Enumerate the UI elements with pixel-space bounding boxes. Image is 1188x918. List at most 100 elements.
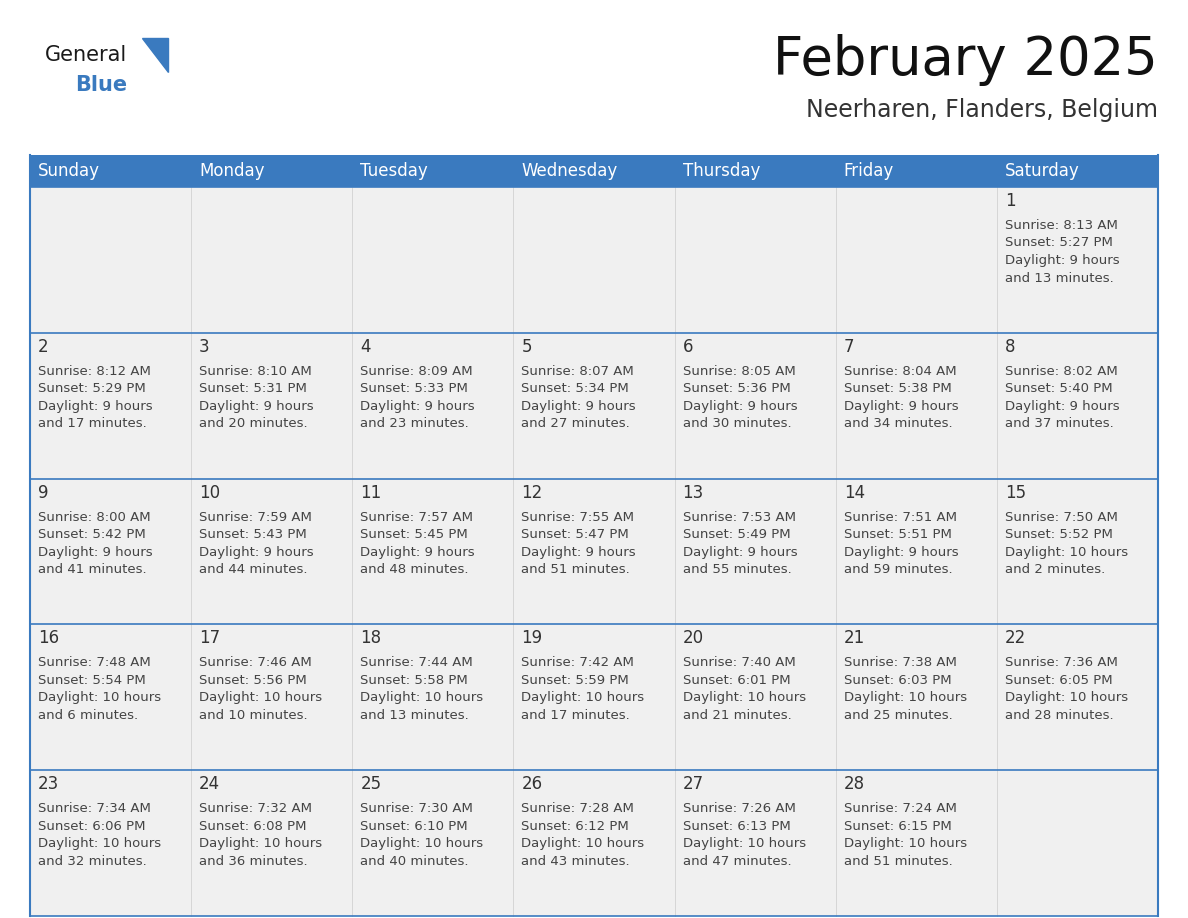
Text: Sunrise: 8:00 AM
Sunset: 5:42 PM
Daylight: 9 hours
and 41 minutes.: Sunrise: 8:00 AM Sunset: 5:42 PM Dayligh… (38, 510, 152, 577)
Text: Blue: Blue (75, 75, 127, 95)
Text: 19: 19 (522, 630, 543, 647)
Text: 8: 8 (1005, 338, 1016, 356)
Bar (513, 478, 675, 624)
Bar (353, 187, 513, 333)
Bar (353, 624, 513, 770)
Text: Saturday: Saturday (1005, 162, 1080, 180)
Text: 11: 11 (360, 484, 381, 501)
Text: Sunrise: 7:42 AM
Sunset: 5:59 PM
Daylight: 10 hours
and 17 minutes.: Sunrise: 7:42 AM Sunset: 5:59 PM Dayligh… (522, 656, 645, 722)
Text: Thursday: Thursday (683, 162, 760, 180)
Text: General: General (45, 45, 127, 65)
Bar (191, 333, 353, 478)
Text: 7: 7 (843, 338, 854, 356)
Text: Sunrise: 7:28 AM
Sunset: 6:12 PM
Daylight: 10 hours
and 43 minutes.: Sunrise: 7:28 AM Sunset: 6:12 PM Dayligh… (522, 802, 645, 868)
Text: 13: 13 (683, 484, 703, 501)
Text: Sunrise: 8:12 AM
Sunset: 5:29 PM
Daylight: 9 hours
and 17 minutes.: Sunrise: 8:12 AM Sunset: 5:29 PM Dayligh… (38, 364, 152, 431)
Bar (30, 624, 191, 770)
Bar (835, 155, 997, 187)
Bar (835, 478, 997, 624)
Text: 23: 23 (38, 775, 59, 793)
Bar (675, 770, 835, 916)
Bar (997, 770, 1158, 916)
Text: Sunday: Sunday (38, 162, 100, 180)
Text: Sunrise: 8:09 AM
Sunset: 5:33 PM
Daylight: 9 hours
and 23 minutes.: Sunrise: 8:09 AM Sunset: 5:33 PM Dayligh… (360, 364, 475, 431)
Text: 9: 9 (38, 484, 49, 501)
Bar (353, 155, 513, 187)
Text: Sunrise: 8:05 AM
Sunset: 5:36 PM
Daylight: 9 hours
and 30 minutes.: Sunrise: 8:05 AM Sunset: 5:36 PM Dayligh… (683, 364, 797, 431)
Bar (675, 478, 835, 624)
Text: 15: 15 (1005, 484, 1026, 501)
Text: Wednesday: Wednesday (522, 162, 618, 180)
Text: 18: 18 (360, 630, 381, 647)
Text: Sunrise: 7:57 AM
Sunset: 5:45 PM
Daylight: 9 hours
and 48 minutes.: Sunrise: 7:57 AM Sunset: 5:45 PM Dayligh… (360, 510, 475, 577)
Text: 4: 4 (360, 338, 371, 356)
Bar (30, 187, 191, 333)
Bar (353, 333, 513, 478)
Text: Sunrise: 8:02 AM
Sunset: 5:40 PM
Daylight: 9 hours
and 37 minutes.: Sunrise: 8:02 AM Sunset: 5:40 PM Dayligh… (1005, 364, 1119, 431)
Text: 3: 3 (200, 338, 210, 356)
Text: Sunrise: 7:46 AM
Sunset: 5:56 PM
Daylight: 10 hours
and 10 minutes.: Sunrise: 7:46 AM Sunset: 5:56 PM Dayligh… (200, 656, 322, 722)
Text: Sunrise: 7:24 AM
Sunset: 6:15 PM
Daylight: 10 hours
and 51 minutes.: Sunrise: 7:24 AM Sunset: 6:15 PM Dayligh… (843, 802, 967, 868)
Bar (191, 624, 353, 770)
Bar (675, 333, 835, 478)
Text: Sunrise: 7:26 AM
Sunset: 6:13 PM
Daylight: 10 hours
and 47 minutes.: Sunrise: 7:26 AM Sunset: 6:13 PM Dayligh… (683, 802, 805, 868)
Bar (835, 187, 997, 333)
Text: Sunrise: 8:10 AM
Sunset: 5:31 PM
Daylight: 9 hours
and 20 minutes.: Sunrise: 8:10 AM Sunset: 5:31 PM Dayligh… (200, 364, 314, 431)
Text: Sunrise: 7:44 AM
Sunset: 5:58 PM
Daylight: 10 hours
and 13 minutes.: Sunrise: 7:44 AM Sunset: 5:58 PM Dayligh… (360, 656, 484, 722)
Text: Sunrise: 7:34 AM
Sunset: 6:06 PM
Daylight: 10 hours
and 32 minutes.: Sunrise: 7:34 AM Sunset: 6:06 PM Dayligh… (38, 802, 162, 868)
Bar (835, 770, 997, 916)
Text: Sunrise: 8:13 AM
Sunset: 5:27 PM
Daylight: 9 hours
and 13 minutes.: Sunrise: 8:13 AM Sunset: 5:27 PM Dayligh… (1005, 219, 1119, 285)
Bar (513, 770, 675, 916)
Text: Sunrise: 7:51 AM
Sunset: 5:51 PM
Daylight: 9 hours
and 59 minutes.: Sunrise: 7:51 AM Sunset: 5:51 PM Dayligh… (843, 510, 959, 577)
Text: Sunrise: 7:40 AM
Sunset: 6:01 PM
Daylight: 10 hours
and 21 minutes.: Sunrise: 7:40 AM Sunset: 6:01 PM Dayligh… (683, 656, 805, 722)
Text: 14: 14 (843, 484, 865, 501)
Text: Tuesday: Tuesday (360, 162, 428, 180)
Bar (675, 187, 835, 333)
Text: Sunrise: 8:07 AM
Sunset: 5:34 PM
Daylight: 9 hours
and 27 minutes.: Sunrise: 8:07 AM Sunset: 5:34 PM Dayligh… (522, 364, 636, 431)
Bar (191, 155, 353, 187)
Text: 2: 2 (38, 338, 49, 356)
Bar (30, 478, 191, 624)
Bar (353, 770, 513, 916)
Text: 27: 27 (683, 775, 703, 793)
Text: Sunrise: 7:48 AM
Sunset: 5:54 PM
Daylight: 10 hours
and 6 minutes.: Sunrise: 7:48 AM Sunset: 5:54 PM Dayligh… (38, 656, 162, 722)
Bar (997, 478, 1158, 624)
Bar (191, 770, 353, 916)
Text: Sunrise: 7:32 AM
Sunset: 6:08 PM
Daylight: 10 hours
and 36 minutes.: Sunrise: 7:32 AM Sunset: 6:08 PM Dayligh… (200, 802, 322, 868)
Bar (513, 187, 675, 333)
Text: February 2025: February 2025 (773, 34, 1158, 86)
Text: Sunrise: 7:36 AM
Sunset: 6:05 PM
Daylight: 10 hours
and 28 minutes.: Sunrise: 7:36 AM Sunset: 6:05 PM Dayligh… (1005, 656, 1127, 722)
Text: Sunrise: 8:04 AM
Sunset: 5:38 PM
Daylight: 9 hours
and 34 minutes.: Sunrise: 8:04 AM Sunset: 5:38 PM Dayligh… (843, 364, 959, 431)
Text: Sunrise: 7:30 AM
Sunset: 6:10 PM
Daylight: 10 hours
and 40 minutes.: Sunrise: 7:30 AM Sunset: 6:10 PM Dayligh… (360, 802, 484, 868)
Bar (191, 187, 353, 333)
Bar (675, 624, 835, 770)
Bar (30, 770, 191, 916)
Text: Friday: Friday (843, 162, 893, 180)
Text: 25: 25 (360, 775, 381, 793)
Bar (997, 624, 1158, 770)
Text: 10: 10 (200, 484, 220, 501)
Text: Sunrise: 7:55 AM
Sunset: 5:47 PM
Daylight: 9 hours
and 51 minutes.: Sunrise: 7:55 AM Sunset: 5:47 PM Dayligh… (522, 510, 636, 577)
Polygon shape (143, 38, 168, 72)
Bar (835, 333, 997, 478)
Text: Sunrise: 7:59 AM
Sunset: 5:43 PM
Daylight: 9 hours
and 44 minutes.: Sunrise: 7:59 AM Sunset: 5:43 PM Dayligh… (200, 510, 314, 577)
Text: 16: 16 (38, 630, 59, 647)
Text: Neerharen, Flanders, Belgium: Neerharen, Flanders, Belgium (805, 98, 1158, 122)
Text: 5: 5 (522, 338, 532, 356)
Text: 17: 17 (200, 630, 220, 647)
Text: 21: 21 (843, 630, 865, 647)
Text: 24: 24 (200, 775, 220, 793)
Text: 28: 28 (843, 775, 865, 793)
Bar (997, 187, 1158, 333)
Bar (997, 155, 1158, 187)
Text: Monday: Monday (200, 162, 265, 180)
Text: Sunrise: 7:53 AM
Sunset: 5:49 PM
Daylight: 9 hours
and 55 minutes.: Sunrise: 7:53 AM Sunset: 5:49 PM Dayligh… (683, 510, 797, 577)
Bar (835, 624, 997, 770)
Text: 26: 26 (522, 775, 543, 793)
Text: 22: 22 (1005, 630, 1026, 647)
Text: 6: 6 (683, 338, 693, 356)
Bar (30, 155, 191, 187)
Text: 20: 20 (683, 630, 703, 647)
Text: Sunrise: 7:38 AM
Sunset: 6:03 PM
Daylight: 10 hours
and 25 minutes.: Sunrise: 7:38 AM Sunset: 6:03 PM Dayligh… (843, 656, 967, 722)
Bar (997, 333, 1158, 478)
